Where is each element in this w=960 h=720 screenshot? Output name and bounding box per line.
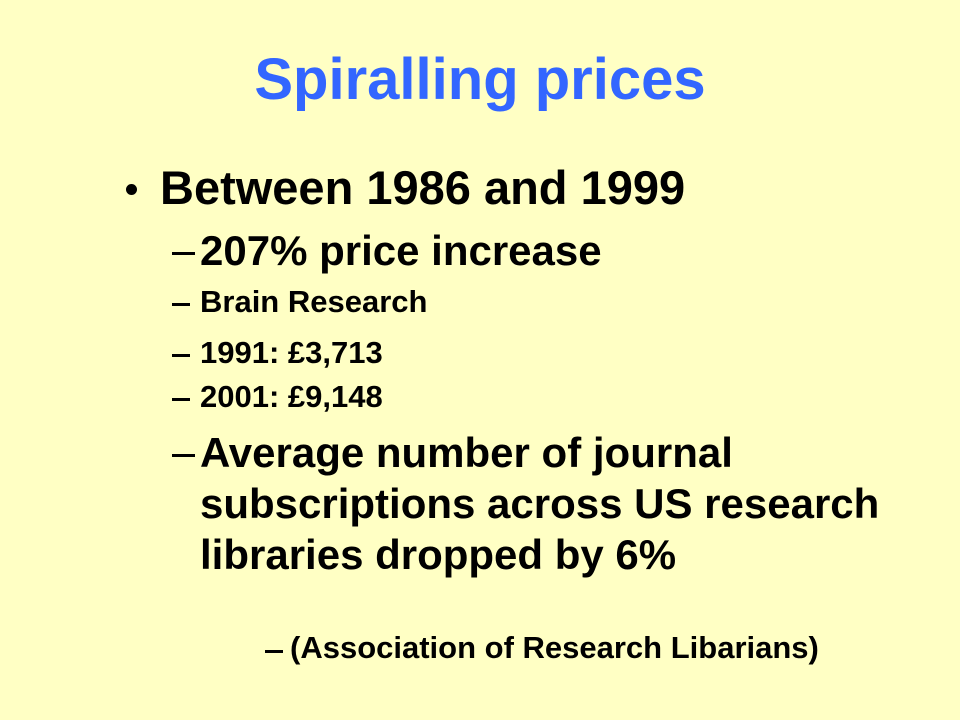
dash-marker xyxy=(172,354,190,357)
sub-item: 1991: £3,713 xyxy=(200,335,383,370)
dash-marker xyxy=(265,650,283,653)
bullet-marker xyxy=(126,184,137,195)
sub-item: 207% price increase xyxy=(200,227,602,274)
sub-item: Average number of journal subscriptions … xyxy=(200,429,880,578)
slide-title: Spiralling prices xyxy=(254,47,706,112)
bullet-text: Between 1986 and 1999 xyxy=(160,161,686,214)
dash-marker xyxy=(172,454,195,457)
dash-marker xyxy=(172,252,195,255)
sub-item: (Association of Research Libarians) xyxy=(290,630,819,665)
sub-item: 2001: £9,148 xyxy=(200,379,383,414)
sub-item: Brain Research xyxy=(200,284,428,319)
dash-marker xyxy=(172,398,190,401)
dash-marker xyxy=(172,303,190,306)
